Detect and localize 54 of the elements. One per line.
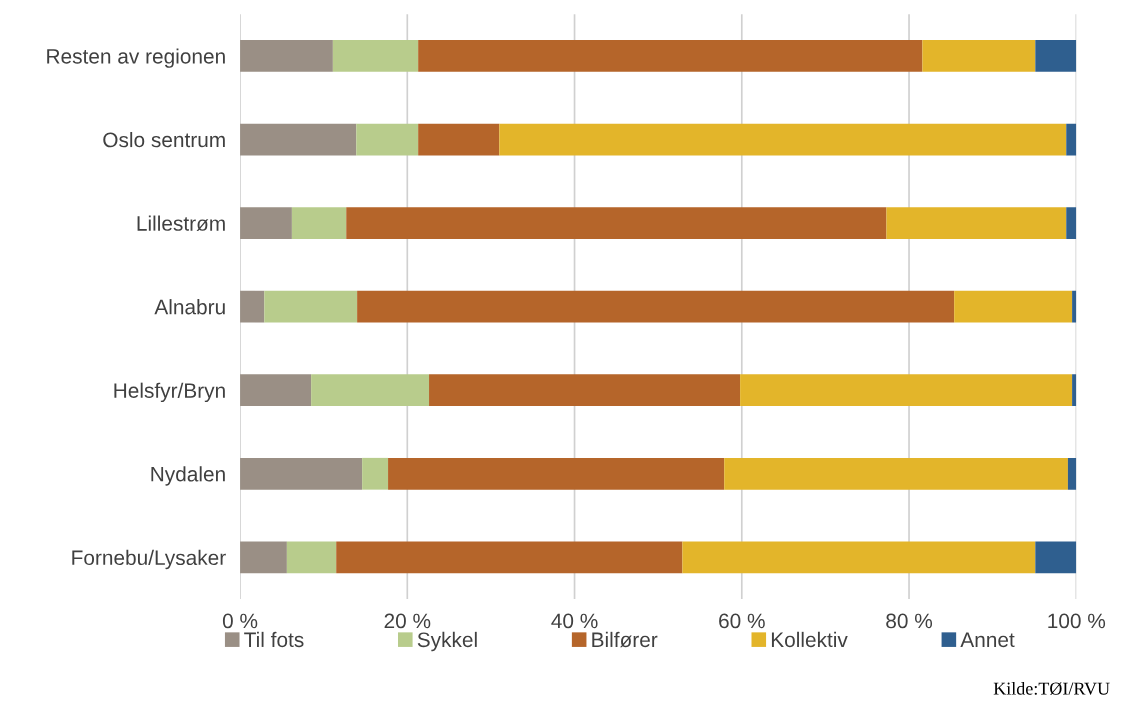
legend-label: Kollektiv: [771, 631, 848, 648]
bar: [240, 457, 363, 490]
y-tick-label: Fornebu/Lysaker: [72, 549, 226, 570]
bar: [362, 457, 389, 490]
bar: [336, 541, 683, 574]
bar: [922, 40, 1036, 72]
bar: [724, 457, 1068, 490]
bar: [388, 457, 725, 490]
legend-label: Bilfører: [592, 631, 658, 648]
bar: [240, 123, 357, 156]
bar: [682, 541, 1036, 574]
bar: [499, 123, 1067, 156]
y-tick-label: Lillestrøm: [137, 215, 225, 232]
bar: [357, 290, 955, 323]
x-tick-label: 40 %: [551, 613, 598, 629]
y-tick-label: Nydalen: [151, 466, 225, 486]
bar: [1035, 40, 1077, 72]
bar: [332, 40, 419, 72]
x-tick-label: 20 %: [384, 613, 431, 629]
bar: [429, 374, 741, 407]
bar: [240, 290, 265, 323]
y-tick-label: Alnabru: [154, 299, 225, 315]
legend-label: Annet: [960, 632, 1015, 648]
bar: [1067, 457, 1077, 490]
bar: [886, 207, 1067, 239]
bar: [1066, 207, 1077, 239]
text: Kilde:TØI/RVU: [993, 681, 1110, 695]
bar: [1035, 541, 1077, 574]
x-tick-label: 80 %: [886, 613, 933, 629]
x-tick-label: 60 %: [719, 613, 765, 629]
bar: [264, 290, 358, 323]
bar: [1072, 374, 1077, 407]
bar: [291, 207, 347, 239]
bar: [311, 374, 430, 407]
bar: [740, 374, 1073, 407]
bar: [954, 290, 1073, 323]
y-tick-label: Oslo sentrum: [103, 131, 225, 148]
bar: [346, 207, 887, 239]
bar: [240, 207, 292, 239]
bar: [418, 123, 500, 156]
x-tick-label: 0 %: [222, 613, 258, 629]
y-tick-label: Helsfyr/Bryn: [114, 382, 225, 403]
bar: [240, 541, 287, 574]
legend-label: Sykkel: [417, 631, 477, 652]
bar: [418, 40, 923, 72]
bar: [1066, 123, 1077, 156]
bar: [286, 541, 337, 574]
bar: [240, 374, 312, 407]
legend-label: Til fots: [244, 631, 304, 648]
bar: [240, 40, 333, 72]
bar: [356, 123, 419, 156]
bar: [1072, 290, 1077, 323]
y-tick-label: Resten av regionen: [47, 48, 225, 68]
x-tick-label: 100 %: [1048, 613, 1106, 629]
